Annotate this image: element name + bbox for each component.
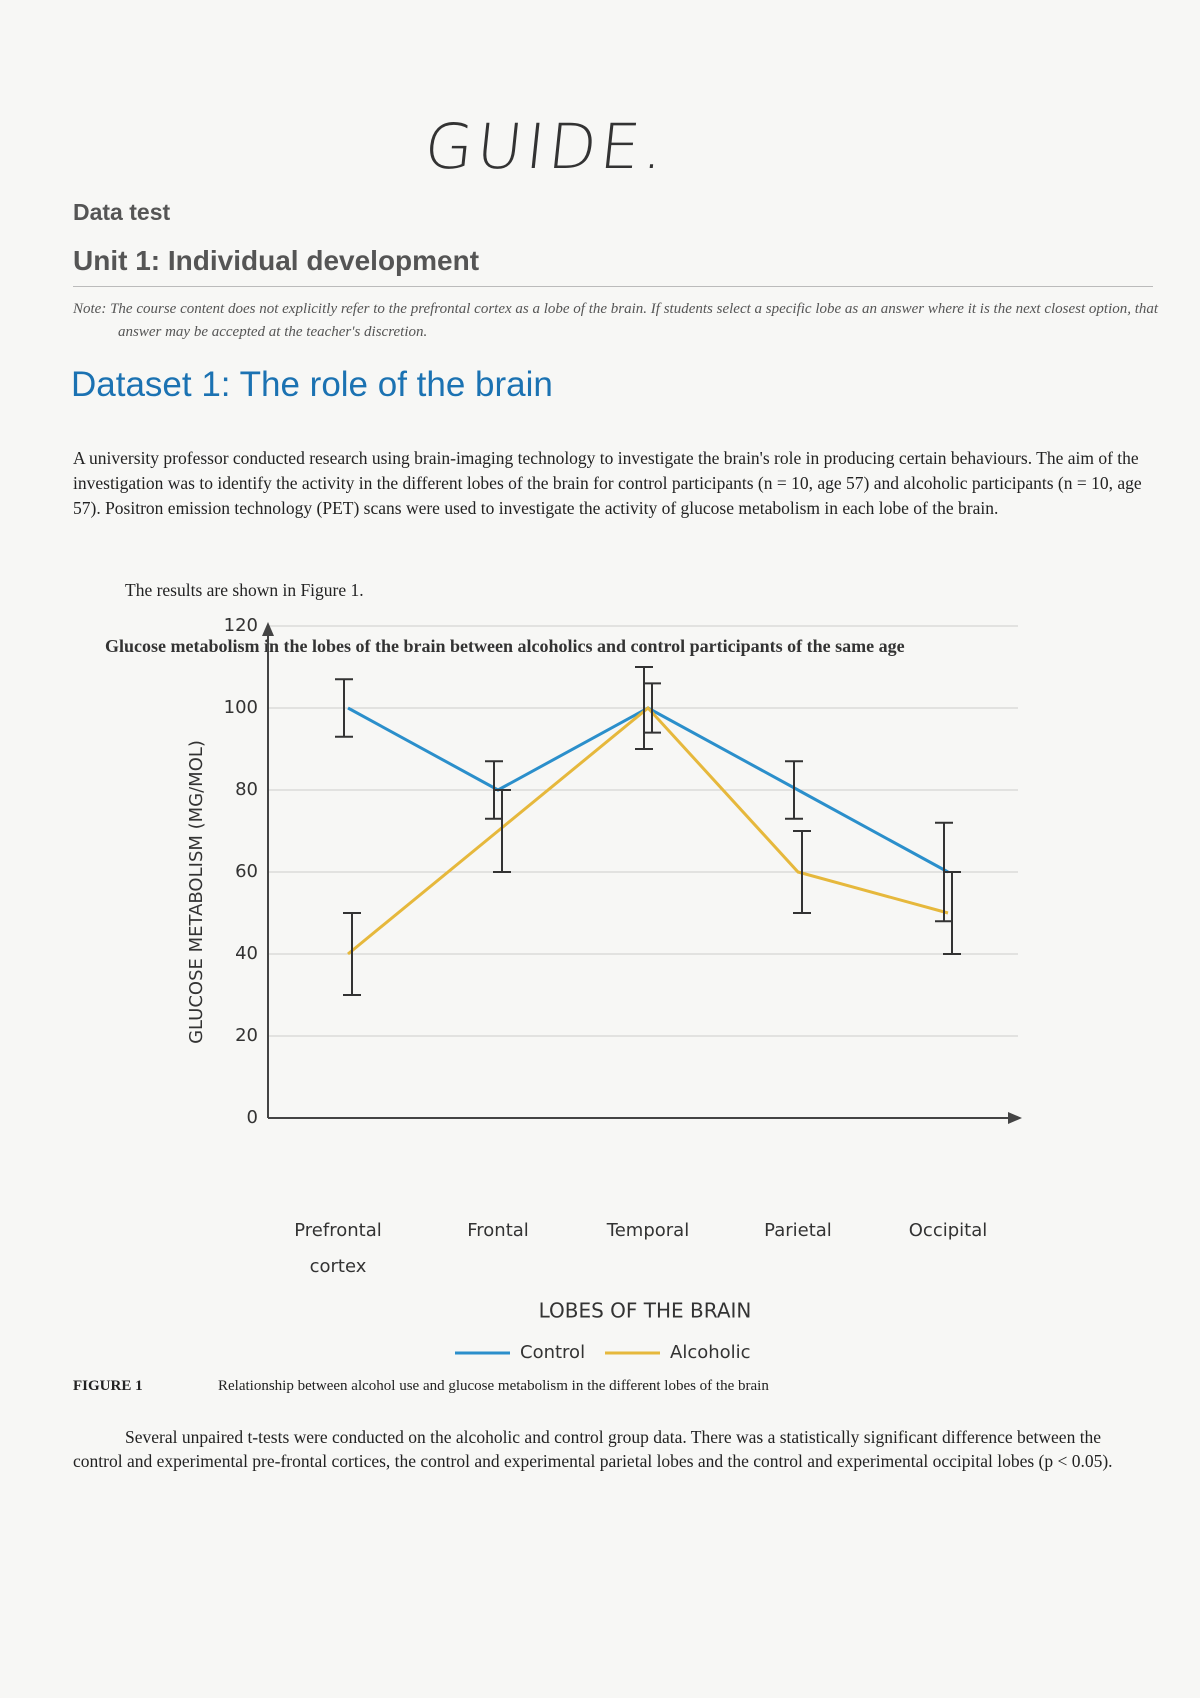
x-tick-label: Frontal (467, 1220, 529, 1241)
figure-label: FIGURE 1 (73, 1378, 143, 1394)
results-line: The results are shown in Figure 1. (125, 580, 364, 600)
error-bar (643, 682, 661, 734)
intro: A university professor conducted researc… (73, 448, 1142, 518)
y-tick-label: 20 (235, 1025, 258, 1046)
x-arrow (1008, 1112, 1022, 1124)
chart-title: Glucose metabolism in the lobes of the b… (105, 636, 905, 656)
x-tick-label: Parietal (764, 1220, 832, 1241)
x-axis-title: LOBES OF THE BRAIN (539, 1299, 752, 1323)
rule (73, 286, 1153, 287)
y-tick-label: 40 (235, 943, 258, 964)
legend-label: Alcoholic (670, 1342, 751, 1363)
note: Note: The course content does not explic… (73, 301, 1159, 340)
figure-caption: Relationship between alcohol use and glu… (218, 1378, 769, 1394)
y-tick-label: 60 (235, 861, 258, 882)
y-tick-label: 100 (224, 697, 258, 718)
y-axis-title: GLUCOSE METABOLISM (MG/MOL) (186, 740, 207, 1044)
error-bar (343, 912, 361, 996)
error-bar (943, 871, 961, 955)
y-tick-label: 120 (224, 615, 258, 636)
dataset-title: Dataset 1: The role of the brain (71, 365, 553, 404)
y-tick-label: 0 (247, 1107, 258, 1128)
doc-label: Data test (73, 199, 171, 225)
y-arrow (262, 622, 274, 636)
conclusion: Several unpaired t-tests were conducted … (73, 1427, 1113, 1471)
x-tick-label: Occipital (908, 1220, 988, 1241)
error-bar (335, 678, 353, 738)
y-tick-label: 80 (235, 779, 258, 800)
error-bar (793, 830, 811, 914)
error-bar (635, 666, 653, 750)
error-bar (785, 760, 803, 820)
error-bar (493, 789, 511, 873)
x-tick-label: Prefrontal cortex (294, 1220, 382, 1277)
unit-title: Unit 1: Individual development (73, 245, 480, 276)
x-tick-label: Temporal (606, 1220, 690, 1241)
legend-label: Control (520, 1342, 585, 1363)
series-line (347, 705, 949, 956)
